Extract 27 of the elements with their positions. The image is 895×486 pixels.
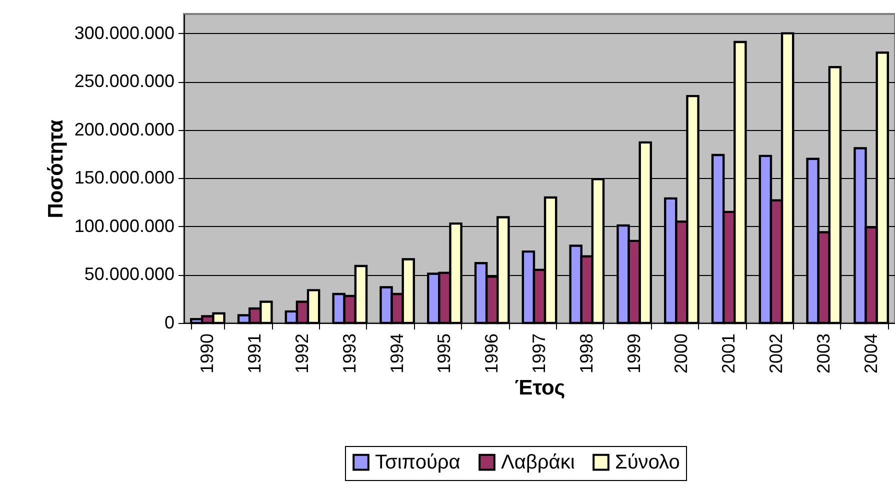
x-tick-label: 2001 [718,334,739,374]
x-tick-label: 1996 [482,334,502,374]
x-tick-label: 2002 [766,334,786,374]
legend-label: Σύνολο [615,451,680,474]
y-tick-label: 150.000.000 [74,168,174,188]
x-tick-label: 1998 [576,334,596,374]
y-tick-label: 300.000.000 [74,22,174,43]
y-axis-title: Ποσότητα [44,120,68,218]
x-tick-label: 1990 [197,334,218,374]
legend-label: Τσιπούρα [375,451,460,474]
x-tick-label: 1991 [244,334,265,374]
y-tick-label: 50.000.000 [84,264,174,284]
x-axis-title: Έτος [514,376,566,400]
x-tick-label: 2003 [813,334,834,374]
x-tick-label: 1995 [434,334,454,374]
y-tick-label: 0 [164,312,174,332]
legend-label: Λαβράκι [501,451,575,474]
y-tick-label: 250.000.000 [74,71,174,92]
x-tick-label: 1994 [386,334,407,374]
x-tick-label: 1992 [292,334,312,374]
y-tick-label: 100.000.000 [74,216,174,236]
x-tick-label: 2000 [671,334,692,374]
x-tick-label: 1997 [529,334,549,374]
y-tick-label: 200.000.000 [74,119,174,140]
x-tick-label: 1999 [624,334,644,374]
x-tick-label: 1993 [339,334,360,374]
x-tick-label: 2004 [860,334,881,374]
